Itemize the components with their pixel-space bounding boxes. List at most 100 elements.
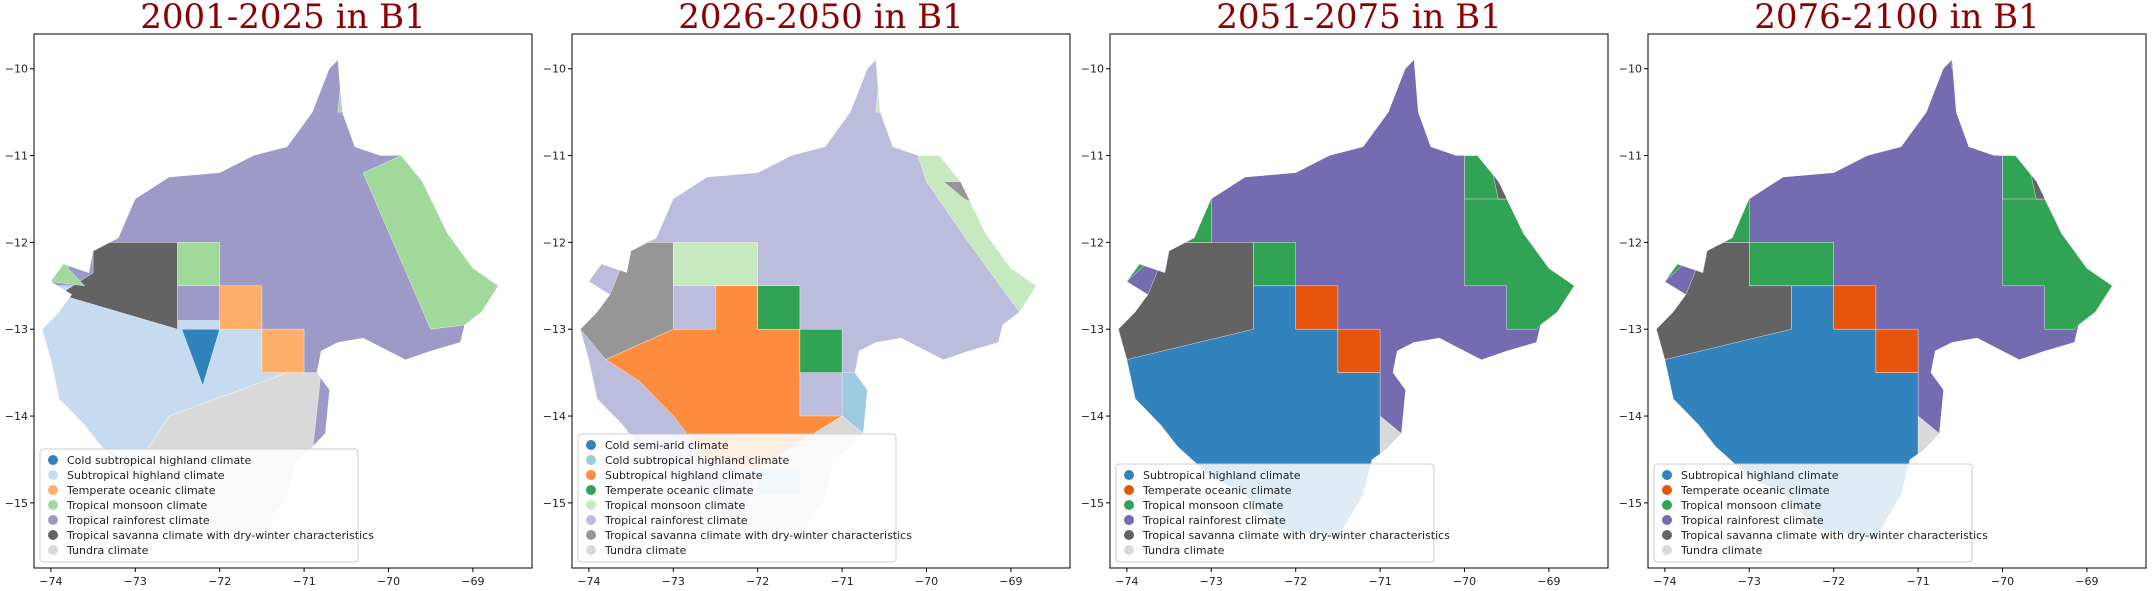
legend-marker bbox=[1662, 500, 1672, 510]
legend-label: Tundra climate bbox=[604, 544, 687, 557]
y-tick-label: −15 bbox=[5, 497, 28, 510]
y-tick-label: −13 bbox=[543, 323, 566, 336]
legend-label: Tropical monsoon climate bbox=[66, 499, 207, 512]
x-tick-label: −73 bbox=[1738, 575, 1761, 588]
legend-label: Tropical savanna climate with dry-winter… bbox=[604, 529, 912, 542]
legend-box bbox=[577, 433, 897, 563]
legend-marker bbox=[1662, 485, 1672, 495]
map-panel-1: 2001-2025 in B1 −74 −73 −72 −71 −70 −69 −10 −11 −… bbox=[5, 0, 533, 588]
y-tick-label: −13 bbox=[1081, 323, 1104, 336]
legend-label: Cold semi-arid climate bbox=[605, 439, 729, 452]
climate-region bbox=[1337, 329, 1381, 373]
legend-label: Tropical savanna climate with dry-winter… bbox=[1680, 529, 1988, 542]
axes-frame bbox=[1109, 33, 1609, 569]
x-tick-label: −72 bbox=[1284, 575, 1307, 588]
legend-marker bbox=[586, 545, 596, 555]
axes-frame bbox=[33, 33, 533, 569]
legend-marker bbox=[1662, 515, 1672, 525]
legend-marker bbox=[586, 455, 596, 465]
legend: Subtropical highland climate Temperate oc… bbox=[1653, 463, 1988, 563]
x-tick-label: −73 bbox=[662, 575, 685, 588]
y-tick-label: −13 bbox=[1619, 323, 1642, 336]
y-tick-label: −10 bbox=[1081, 63, 1104, 76]
climate-region bbox=[58, 242, 178, 330]
climate-region bbox=[181, 329, 220, 387]
y-tick-label: −13 bbox=[5, 323, 28, 336]
legend-label: Subtropical highland climate bbox=[67, 469, 225, 482]
legend-box bbox=[1653, 463, 1973, 563]
legend-marker bbox=[586, 485, 596, 495]
legend-marker bbox=[48, 470, 58, 480]
axes-frame bbox=[571, 33, 1071, 569]
climate-region bbox=[799, 329, 843, 373]
x-tick-label: −74 bbox=[577, 575, 600, 588]
legend-label: Tropical rainforest climate bbox=[1680, 514, 1824, 527]
legend-label: Temperate oceanic climate bbox=[66, 484, 216, 497]
legend-label: Tropical monsoon climate bbox=[1680, 499, 1821, 512]
x-tick-label: −69 bbox=[999, 575, 1022, 588]
axes-frame bbox=[1647, 33, 2147, 569]
x-tick-label: −71 bbox=[292, 575, 315, 588]
y-tick-label: −11 bbox=[1081, 150, 1104, 163]
y-tick-label: −15 bbox=[543, 497, 566, 510]
legend-label: Temperate oceanic climate bbox=[1142, 484, 1292, 497]
panel-title: 2001-2025 in B1 bbox=[140, 0, 426, 37]
legend-label: Temperate oceanic climate bbox=[604, 484, 754, 497]
legend-label: Tropical savanna climate with dry-winter… bbox=[1142, 529, 1450, 542]
climate-region bbox=[673, 242, 758, 286]
y-tick-label: −14 bbox=[5, 410, 28, 423]
x-tick-label: −72 bbox=[1822, 575, 1845, 588]
legend-marker bbox=[586, 440, 596, 450]
x-tick-label: −69 bbox=[2075, 575, 2098, 588]
x-tick-label: −69 bbox=[1537, 575, 1560, 588]
x-tick-label: −74 bbox=[1653, 575, 1676, 588]
legend-label: Tundra climate bbox=[1680, 544, 1763, 557]
legend-label: Tropical rainforest climate bbox=[604, 514, 748, 527]
legend-label: Cold subtropical highland climate bbox=[67, 454, 251, 467]
climate-region bbox=[261, 329, 305, 373]
legend-marker bbox=[1124, 515, 1134, 525]
legend-label: Temperate oceanic climate bbox=[1680, 484, 1830, 497]
x-tick-label: −70 bbox=[1453, 575, 1476, 588]
y-tick-label: −14 bbox=[1081, 410, 1104, 423]
legend: Subtropical highland climate Temperate oc… bbox=[1115, 463, 1450, 563]
panel-title: 2026-2050 in B1 bbox=[678, 0, 964, 37]
legend-marker bbox=[48, 500, 58, 510]
legend-marker bbox=[1124, 500, 1134, 510]
climate-region bbox=[1749, 242, 1834, 286]
map-panel-4: 2076-2100 in B1 −74 −73 −72 −71 −70 −69 −10 −11 −… bbox=[1619, 0, 2147, 588]
climate-region bbox=[1951, 60, 1957, 69]
legend-marker bbox=[1124, 470, 1134, 480]
y-tick-label: −12 bbox=[1619, 236, 1642, 249]
legend-marker bbox=[1662, 470, 1672, 480]
y-tick-label: −10 bbox=[5, 63, 28, 76]
legend-marker bbox=[586, 515, 596, 525]
legend-marker bbox=[1124, 485, 1134, 495]
legend-marker bbox=[48, 455, 58, 465]
map-panel-2: 2026-2050 in B1 −74 −73 −72 −71 −70 −69 −10 −11 −… bbox=[543, 0, 1071, 588]
y-tick-label: −15 bbox=[1619, 497, 1642, 510]
legend-marker bbox=[48, 515, 58, 525]
y-tick-label: −14 bbox=[543, 410, 566, 423]
legend-marker bbox=[586, 500, 596, 510]
legend-marker bbox=[1124, 530, 1134, 540]
panel-title: 2076-2100 in B1 bbox=[1754, 0, 2040, 37]
x-tick-label: −71 bbox=[1906, 575, 1929, 588]
y-tick-label: −14 bbox=[1619, 410, 1642, 423]
climate-region bbox=[757, 285, 801, 330]
x-tick-label: −74 bbox=[1115, 575, 1138, 588]
y-tick-label: −10 bbox=[1619, 63, 1642, 76]
climate-region bbox=[613, 198, 657, 243]
legend-box bbox=[1115, 463, 1435, 563]
y-tick-label: −11 bbox=[5, 150, 28, 163]
legend-marker bbox=[1124, 545, 1134, 555]
legend: Cold subtropical highland climate Subtrop… bbox=[39, 448, 374, 563]
legend-marker bbox=[1662, 530, 1672, 540]
y-tick-label: −12 bbox=[543, 236, 566, 249]
x-tick-label: −72 bbox=[746, 575, 769, 588]
y-tick-label: −15 bbox=[1081, 497, 1104, 510]
legend-marker bbox=[586, 470, 596, 480]
climate-region bbox=[177, 242, 220, 286]
climate-region bbox=[1253, 242, 1296, 286]
